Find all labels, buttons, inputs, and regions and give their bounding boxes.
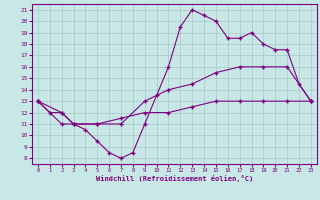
X-axis label: Windchill (Refroidissement éolien,°C): Windchill (Refroidissement éolien,°C) (96, 175, 253, 182)
